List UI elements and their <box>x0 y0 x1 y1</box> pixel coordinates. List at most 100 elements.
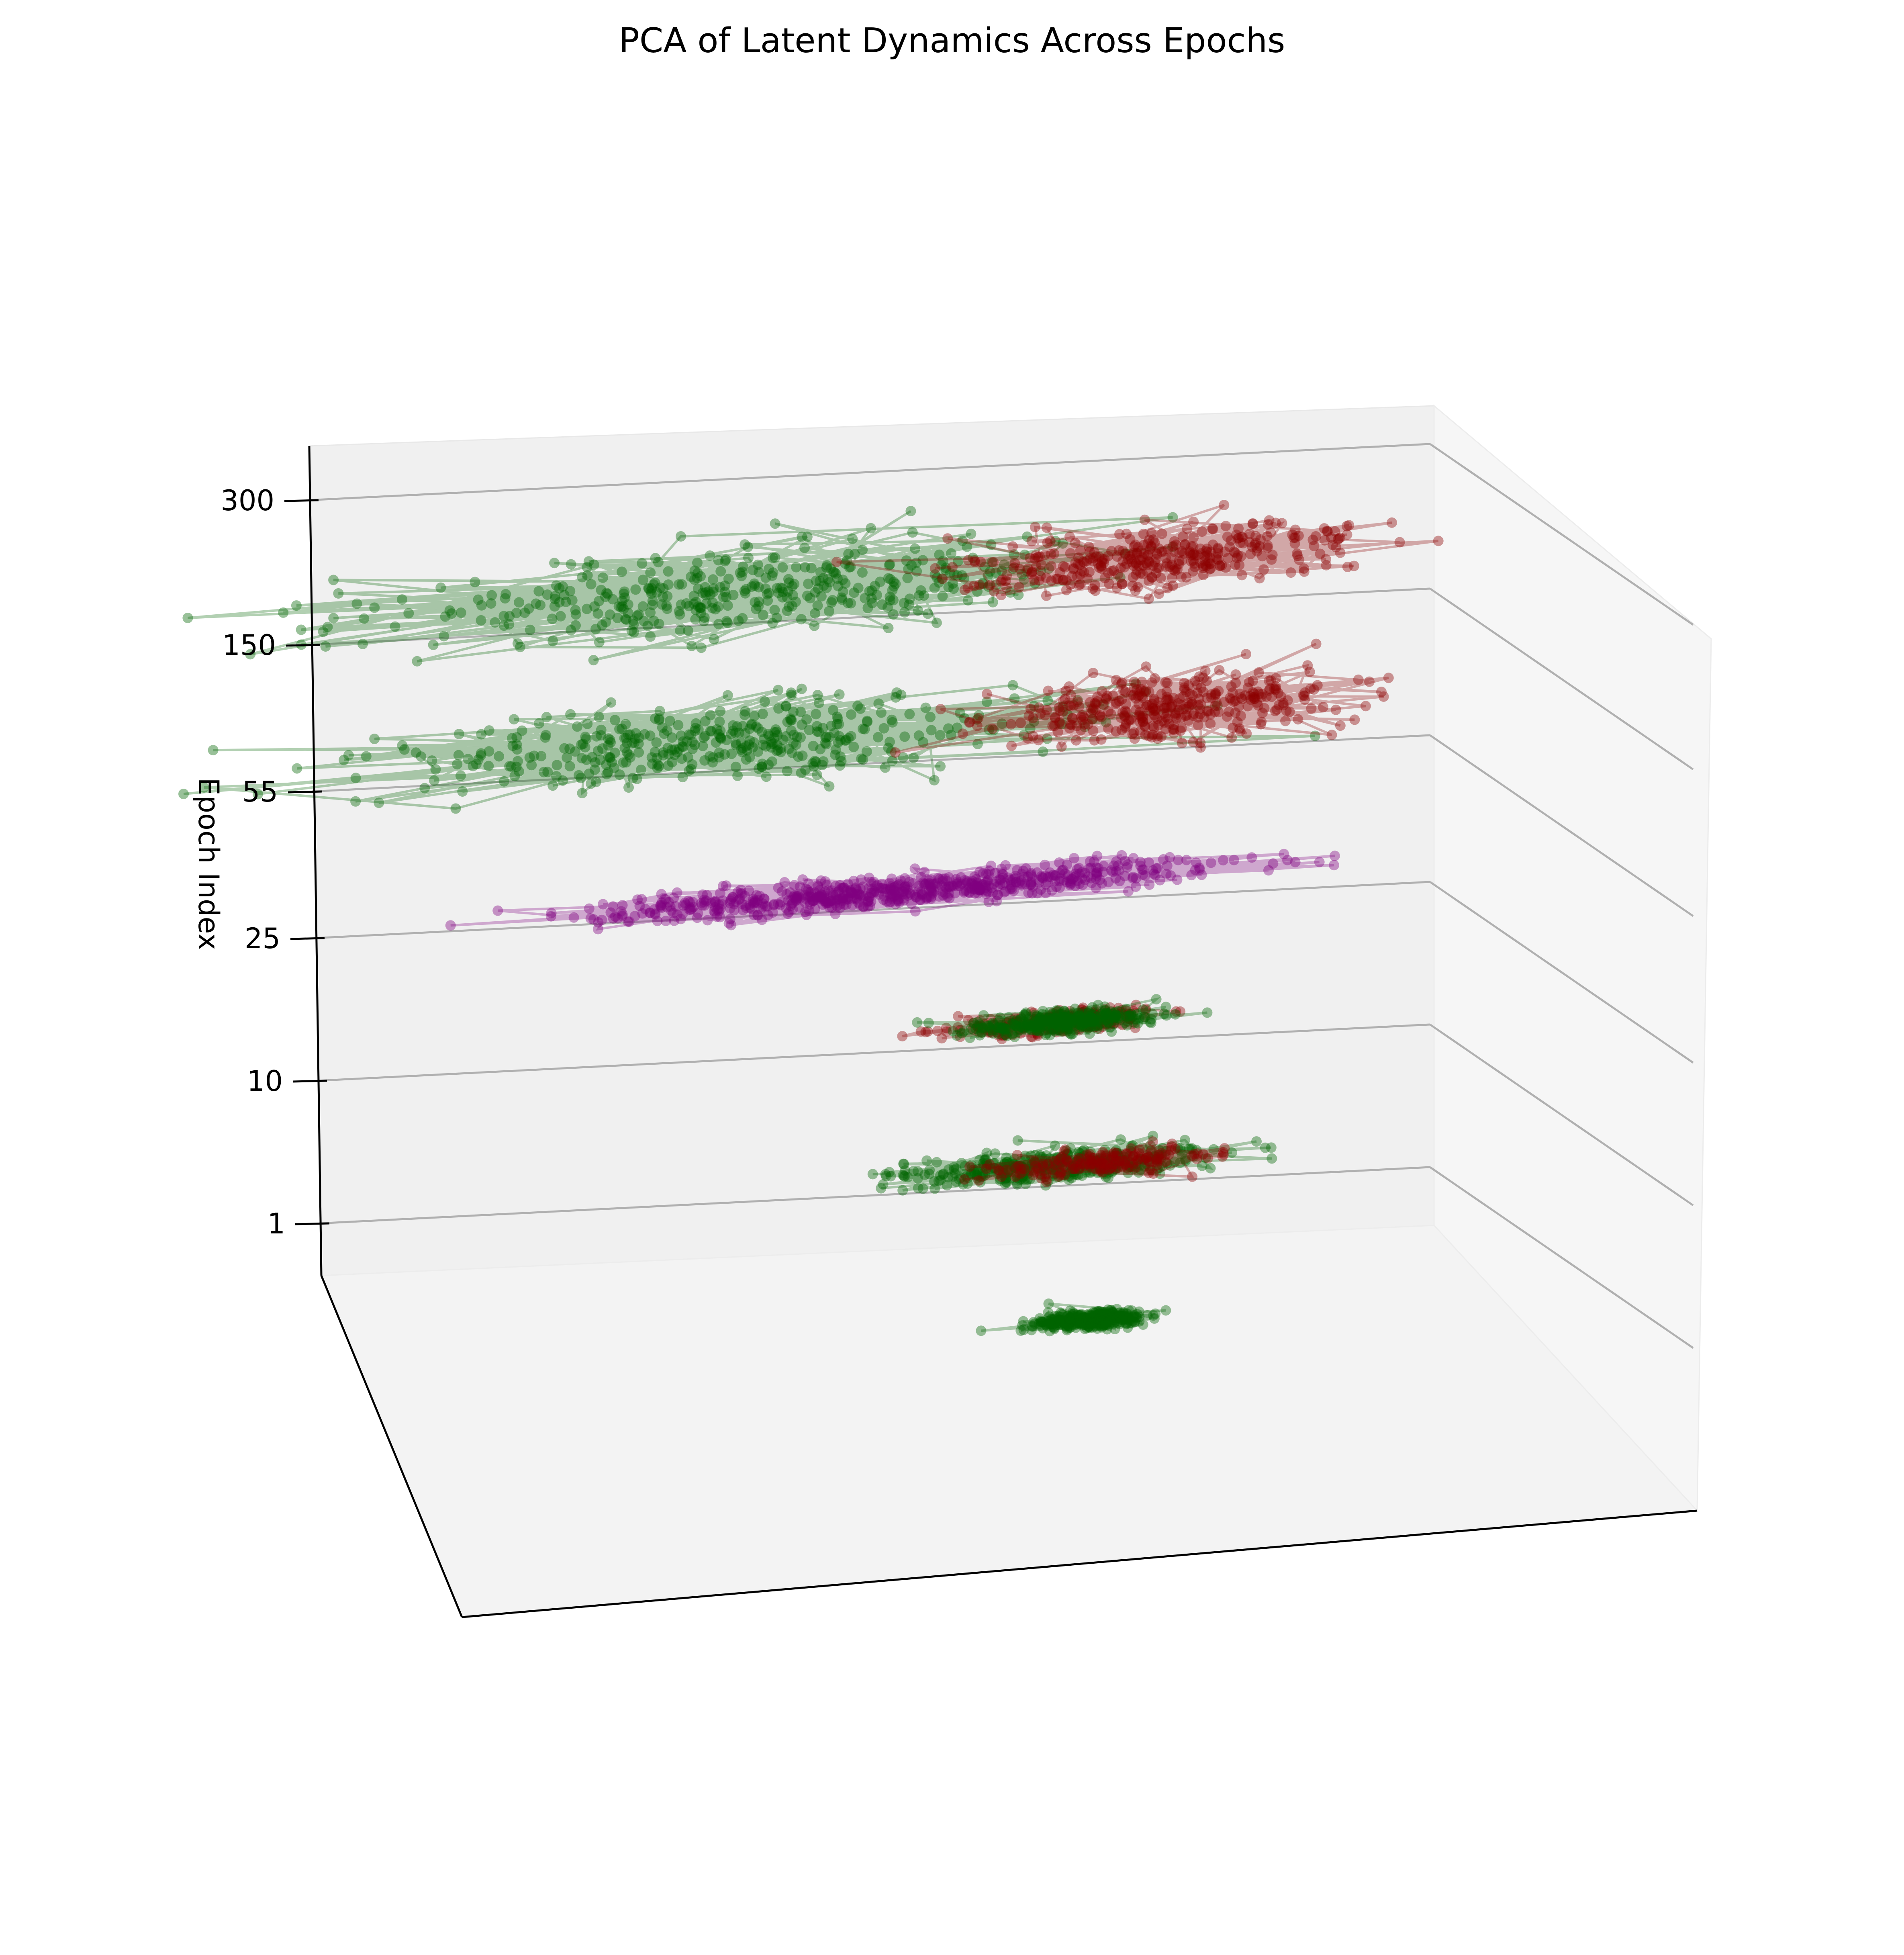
point-red <box>1015 718 1026 728</box>
point-green <box>1050 1018 1060 1028</box>
point-red <box>1294 554 1304 565</box>
point-red <box>1077 1158 1087 1169</box>
point-green <box>582 604 592 614</box>
point-red <box>1192 680 1203 690</box>
point-red <box>1214 665 1225 675</box>
point-red <box>1321 560 1332 571</box>
point-green <box>548 636 558 646</box>
point-red <box>1111 583 1122 593</box>
point-green <box>586 579 597 589</box>
point-purple <box>1329 860 1339 870</box>
point-red <box>1154 1154 1164 1164</box>
point-red <box>1266 554 1277 565</box>
point-green <box>291 600 302 611</box>
point-green <box>536 751 546 761</box>
point-green <box>593 608 603 619</box>
point-red <box>1221 562 1231 573</box>
point-green <box>948 1026 958 1037</box>
point-purple <box>993 890 1003 900</box>
point-green <box>758 709 768 719</box>
point-green <box>456 771 466 781</box>
point-green <box>923 609 933 619</box>
point-green <box>786 726 797 736</box>
point-red <box>1226 694 1237 705</box>
point-red <box>890 747 901 758</box>
point-green <box>741 741 751 751</box>
point-red <box>1106 546 1117 556</box>
point-purple <box>672 888 682 898</box>
point-green <box>318 626 329 637</box>
point-red <box>1114 696 1124 706</box>
point-green <box>932 1157 942 1168</box>
point-purple <box>887 889 897 900</box>
point-red <box>1078 712 1089 722</box>
point-green <box>856 754 866 764</box>
point-green <box>470 577 480 587</box>
point-green <box>655 583 666 593</box>
point-red <box>1100 1149 1111 1160</box>
point-purple <box>699 897 709 908</box>
point-red <box>1187 1172 1197 1182</box>
point-red <box>1218 1149 1229 1160</box>
point-red <box>1117 725 1127 735</box>
point-green <box>770 552 780 563</box>
point-purple <box>974 885 985 896</box>
point-red <box>1130 733 1140 744</box>
point-red <box>1097 686 1107 697</box>
point-red <box>1138 711 1148 722</box>
point-red <box>1049 548 1059 559</box>
point-purple <box>1279 849 1289 859</box>
point-green <box>682 736 692 747</box>
point-purple <box>800 897 810 908</box>
point-green <box>897 1185 908 1196</box>
z-tick-mark <box>295 1223 329 1224</box>
point-green <box>797 684 807 694</box>
point-green <box>905 506 916 516</box>
point-green <box>674 609 685 620</box>
point-red <box>1064 532 1075 542</box>
point-purple <box>686 904 697 914</box>
point-green <box>846 598 856 609</box>
point-green <box>440 611 451 622</box>
point-red <box>1169 564 1179 575</box>
point-green <box>1078 1013 1088 1023</box>
point-purple <box>1086 863 1096 873</box>
point-green <box>456 607 466 618</box>
point-green <box>912 1017 922 1028</box>
chart-title: PCA of Latent Dynamics Across Epochs <box>619 21 1285 61</box>
point-green <box>476 600 487 611</box>
point-green <box>564 743 575 754</box>
point-green <box>904 709 915 720</box>
point-green <box>797 751 808 761</box>
point-red <box>1042 522 1052 533</box>
point-green <box>723 574 734 584</box>
point-green <box>551 771 562 781</box>
point-green <box>988 597 998 607</box>
point-red <box>936 704 946 714</box>
point-green <box>629 738 639 748</box>
point-green <box>1084 1317 1094 1328</box>
point-purple <box>1032 867 1042 878</box>
point-green <box>824 606 834 616</box>
point-green <box>606 697 616 708</box>
z-axis-label: Epoch Index <box>192 777 225 950</box>
point-green <box>605 753 615 763</box>
point-purple <box>623 916 633 927</box>
point-purple <box>1095 875 1105 885</box>
point-red <box>1230 669 1241 680</box>
point-green <box>791 597 801 607</box>
point-green <box>709 634 719 644</box>
point-purple <box>763 910 773 920</box>
point-red <box>1178 704 1189 714</box>
point-green <box>499 620 509 631</box>
point-red <box>1263 540 1273 551</box>
point-green <box>850 549 860 559</box>
point-purple <box>610 912 621 922</box>
point-green <box>674 744 684 754</box>
point-green <box>976 1325 986 1336</box>
point-green <box>278 607 288 618</box>
point-red <box>1248 519 1258 529</box>
point-green <box>799 543 810 553</box>
point-red <box>1089 735 1100 746</box>
point-green <box>708 574 718 585</box>
